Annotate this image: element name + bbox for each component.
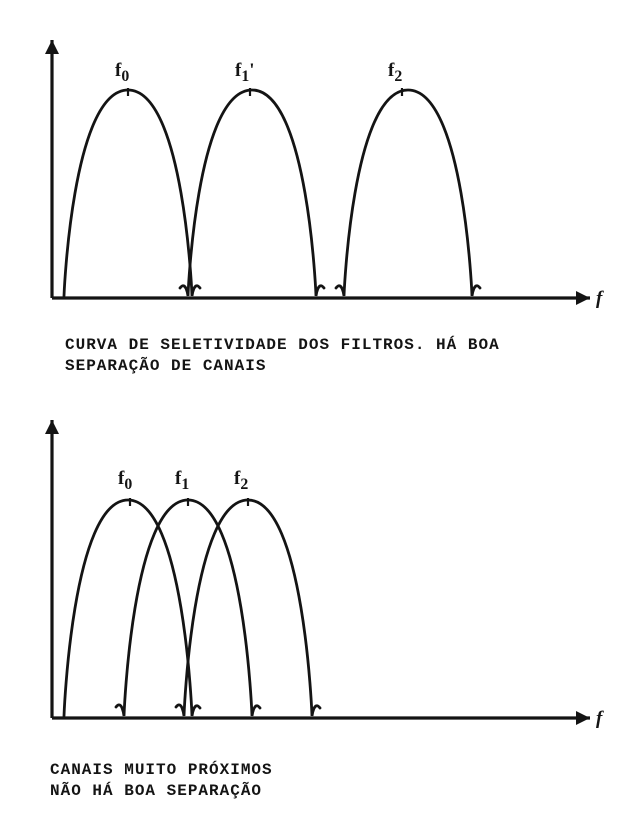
caption-1: CURVA DE SELETIVIDADE DOS FILTROS. HÁ BO… — [65, 335, 500, 377]
diagram-svg: ff — [0, 0, 640, 832]
caption-2: CANAIS MUITO PRÓXIMOS NÃO HÁ BOA SEPARAÇ… — [50, 760, 273, 802]
chart1-label-f1: f1' — [235, 60, 255, 86]
chart2-label-f1: f1 — [175, 468, 189, 494]
svg-text:f: f — [596, 708, 604, 729]
chart2-label-f0: f0 — [118, 468, 132, 494]
svg-text:f: f — [596, 288, 604, 309]
chart1-label-f0: f0 — [115, 60, 129, 86]
chart1-label-f2: f2 — [388, 60, 402, 86]
diagram-page: ff f0 f1' f2 f0 f1 f2 CURVA DE SELETIVID… — [0, 0, 640, 832]
chart2-label-f2: f2 — [234, 468, 248, 494]
